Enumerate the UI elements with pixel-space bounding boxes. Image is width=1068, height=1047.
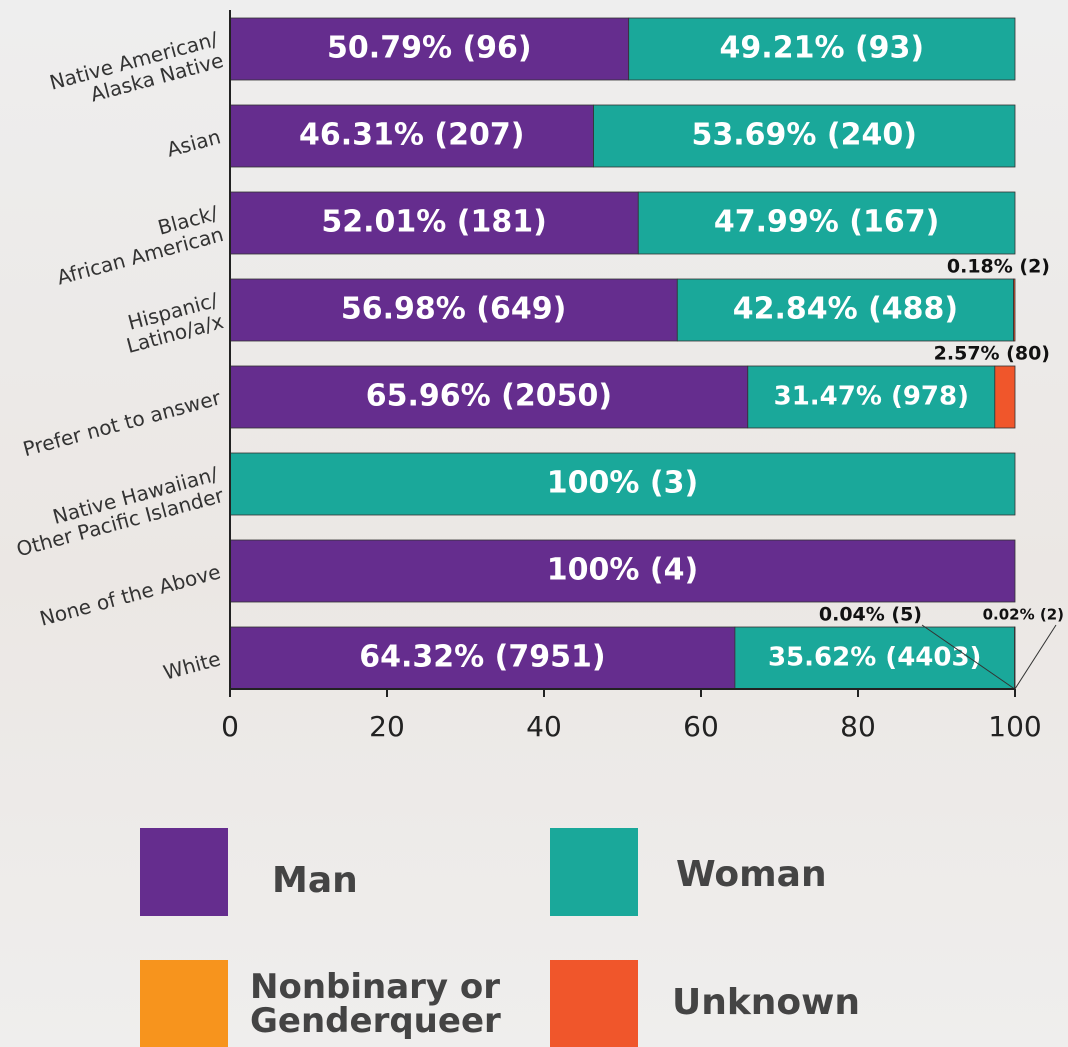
bar-segment bbox=[747, 365, 996, 429]
value-label: 53.69% (240) bbox=[692, 118, 917, 153]
value-label: 100% (3) bbox=[547, 466, 698, 501]
bar-segment bbox=[229, 365, 749, 429]
bar-segment bbox=[229, 452, 1016, 516]
value-label: 0.18% (2) bbox=[947, 256, 1050, 278]
value-label: 56.98% (649) bbox=[341, 292, 566, 327]
x-tick-label: 60 bbox=[683, 710, 719, 743]
value-label: 52.01% (181) bbox=[321, 205, 546, 240]
legend-swatch bbox=[140, 960, 228, 1047]
value-label: 64.32% (7951) bbox=[359, 640, 605, 675]
value-label: 100% (4) bbox=[547, 553, 698, 588]
value-label: 0.02% (2) bbox=[983, 606, 1064, 624]
bar-segment bbox=[628, 17, 1016, 81]
legend-label: Nonbinary or Genderqueer bbox=[250, 967, 501, 1041]
x-tick-label: 0 bbox=[221, 710, 239, 743]
bar-segment bbox=[593, 104, 1016, 168]
x-tick-label: 100 bbox=[988, 710, 1041, 743]
bar-segment bbox=[676, 278, 1014, 342]
bar-segment bbox=[637, 191, 1016, 255]
bar-segment bbox=[734, 626, 1015, 690]
x-tick-label: 40 bbox=[526, 710, 562, 743]
leader-line bbox=[921, 624, 1015, 690]
value-label: 2.57% (80) bbox=[934, 343, 1050, 365]
x-tick-label: 80 bbox=[840, 710, 876, 743]
value-label: 49.21% (93) bbox=[720, 31, 925, 66]
value-label: 31.47% (978) bbox=[774, 382, 969, 412]
legend-label: Woman bbox=[676, 854, 827, 895]
bar-segment bbox=[229, 191, 639, 255]
value-label: 0.04% (5) bbox=[819, 604, 922, 626]
legend-swatch bbox=[550, 828, 638, 916]
leader-line bbox=[1014, 624, 1057, 690]
bar-segment bbox=[994, 365, 1016, 429]
legend-swatch bbox=[140, 828, 228, 916]
legend-label: Man bbox=[272, 860, 358, 901]
value-label: 65.96% (2050) bbox=[366, 379, 612, 414]
value-label: 35.62% (4403) bbox=[768, 643, 981, 673]
legend-label: Unknown bbox=[672, 982, 861, 1023]
bar-segment bbox=[1013, 278, 1016, 342]
legend-swatch bbox=[550, 960, 638, 1047]
value-label: 47.99% (167) bbox=[714, 205, 939, 240]
bar-segment bbox=[229, 539, 1016, 603]
value-label: 46.31% (207) bbox=[299, 118, 524, 153]
bar-segment bbox=[229, 17, 630, 81]
bar-segment bbox=[229, 104, 594, 168]
bar-segment bbox=[229, 626, 736, 690]
bar-segment bbox=[229, 278, 678, 342]
value-label: 42.84% (488) bbox=[733, 292, 958, 327]
value-label: 50.79% (96) bbox=[327, 31, 532, 66]
x-tick-label: 20 bbox=[369, 710, 405, 743]
